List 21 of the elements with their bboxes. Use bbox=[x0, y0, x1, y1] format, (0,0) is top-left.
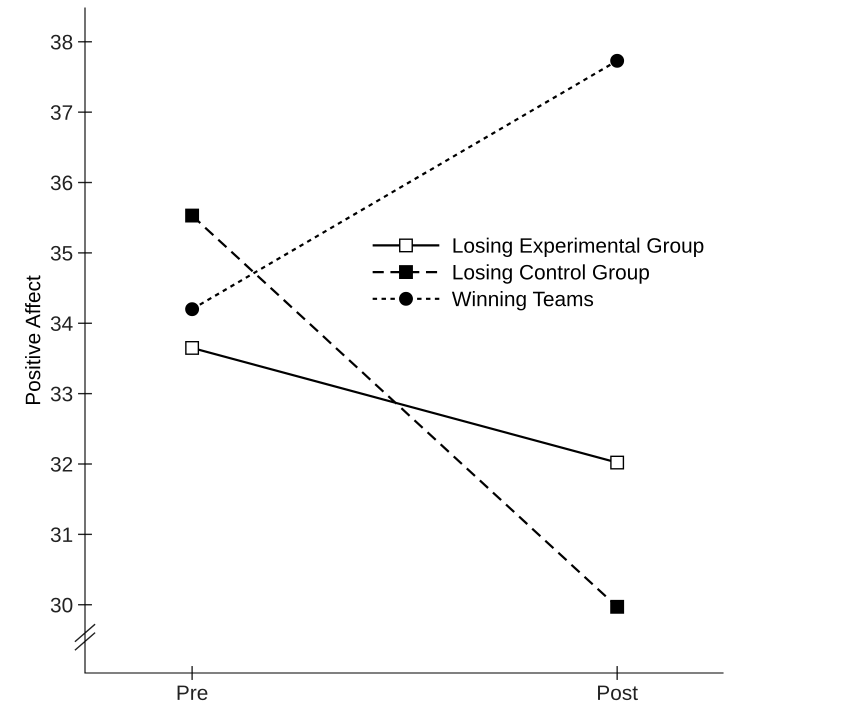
point bbox=[610, 600, 624, 614]
y-tick-label: 36 bbox=[50, 176, 72, 190]
y-tick-label: 30 bbox=[50, 598, 72, 612]
point bbox=[185, 208, 200, 223]
y-tick-label: 35 bbox=[50, 246, 72, 261]
y-axis-title: Positive Affect bbox=[25, 275, 40, 404]
point bbox=[185, 302, 200, 316]
y-tick-label: 33 bbox=[50, 386, 72, 402]
y-tick-label: 32 bbox=[50, 457, 72, 472]
y-tick-label: 34 bbox=[50, 316, 73, 332]
legend-label: Losing Experimental Group bbox=[454, 238, 704, 257]
legend-label: Winning Teams bbox=[452, 291, 594, 310]
point bbox=[610, 54, 624, 68]
y-tick-label: 31 bbox=[50, 527, 72, 542]
legend-label: Losing Control Group bbox=[454, 264, 649, 284]
x-tick-label: Pre bbox=[178, 686, 208, 700]
point bbox=[610, 456, 624, 470]
x-tick-label: Post bbox=[598, 686, 638, 700]
y-tick-label: 38 bbox=[50, 34, 72, 50]
y-tick-label: 37 bbox=[50, 105, 72, 120]
point bbox=[185, 340, 200, 355]
